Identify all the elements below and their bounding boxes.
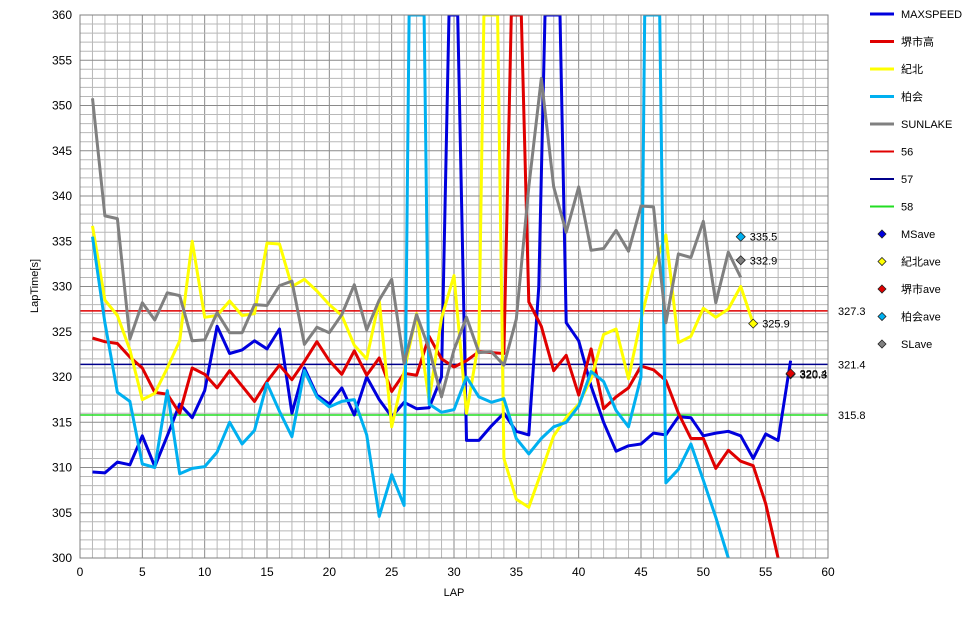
legend-marker [877, 311, 887, 322]
average-marker-SLave [735, 255, 746, 266]
y-tick-label: 330 [52, 280, 72, 294]
reference-line-label: 321.4 [838, 359, 866, 371]
series-lines [91, 15, 793, 558]
x-tick-label: 50 [697, 565, 711, 579]
average-label: 320.4 [800, 368, 828, 380]
y-tick-label: 360 [52, 8, 72, 22]
y-tick-label: 310 [52, 461, 72, 475]
legend-label: SUNLAKE [901, 119, 952, 131]
y-axis-label: LapTime[s] [29, 259, 41, 313]
legend-label: MAXSPEED [901, 9, 962, 21]
average-label: 320.3 [800, 369, 828, 381]
y-tick-label: 345 [52, 144, 72, 158]
y-tick-label: 335 [52, 234, 72, 248]
average-marker-堺市ave [785, 368, 796, 379]
legend-marker [877, 284, 887, 294]
legend-label: 58 [901, 202, 913, 214]
reference-line-label: 327.3 [838, 306, 866, 318]
legend-marker [877, 256, 887, 267]
x-tick-label: 30 [447, 565, 461, 579]
axis-ticks: 0 5 10 15 20 25 30 35 40 45 50 55 60 300 305 310 315 320 3… [52, 8, 835, 579]
average-label: 335.5 [750, 232, 778, 244]
legend-label: MSave [901, 229, 935, 241]
legend-label: 柏会 [901, 90, 923, 104]
series-line-柏会 [91, 15, 730, 558]
y-tick-label: 325 [52, 325, 72, 339]
plot-border [79, 14, 829, 559]
series-line-紀北 [91, 15, 755, 509]
x-tick-label: 60 [821, 565, 835, 579]
y-tick-label: 320 [52, 370, 72, 384]
reference-line-label: 315.8 [838, 410, 866, 422]
x-tick-label: 20 [323, 565, 337, 579]
y-tick-label: 305 [52, 506, 72, 520]
x-tick-label: 45 [634, 565, 648, 579]
series-line-堺市高 [92, 15, 780, 558]
legend-label: 57 [901, 174, 913, 186]
legend-label: 56 [901, 147, 913, 159]
x-tick-label: 25 [385, 565, 399, 579]
average-marker-柏会ave [735, 231, 746, 242]
average-label: 325.9 [762, 319, 790, 331]
x-tick-label: 55 [759, 565, 773, 579]
legend-label: SLave [901, 339, 932, 351]
x-tick-label: 5 [139, 565, 146, 579]
legend-marker [877, 229, 887, 239]
average-markers: 320.3 325.9 320.4 335.5 332.9 [735, 231, 828, 381]
legend-label: 柏会ave [901, 310, 941, 324]
y-tick-label: 300 [52, 551, 72, 565]
average-marker-紀北ave [748, 318, 759, 329]
x-tick-label: 15 [260, 565, 274, 579]
legend-label: 堺市高 [901, 35, 934, 49]
legend-label: 紀北 [901, 63, 923, 76]
x-tick-label: 35 [510, 565, 524, 579]
legend-marker [877, 339, 887, 349]
average-label: 332.9 [750, 255, 778, 267]
grid [79, 14, 829, 559]
series-line-SUNLAKE [91, 76, 743, 399]
legend-label: 堺市ave [901, 282, 941, 296]
series-line-MAXSPEED [92, 15, 793, 475]
y-tick-label: 340 [52, 189, 72, 203]
x-tick-label: 0 [77, 565, 84, 579]
y-tick-label: 315 [52, 415, 72, 429]
x-axis-label: LAP [444, 587, 465, 599]
y-tick-label: 350 [52, 99, 72, 113]
y-tick-label: 355 [52, 53, 72, 67]
legend-label: 紀北ave [901, 256, 941, 269]
x-tick-label: 40 [572, 565, 586, 579]
x-tick-label: 10 [198, 565, 212, 579]
